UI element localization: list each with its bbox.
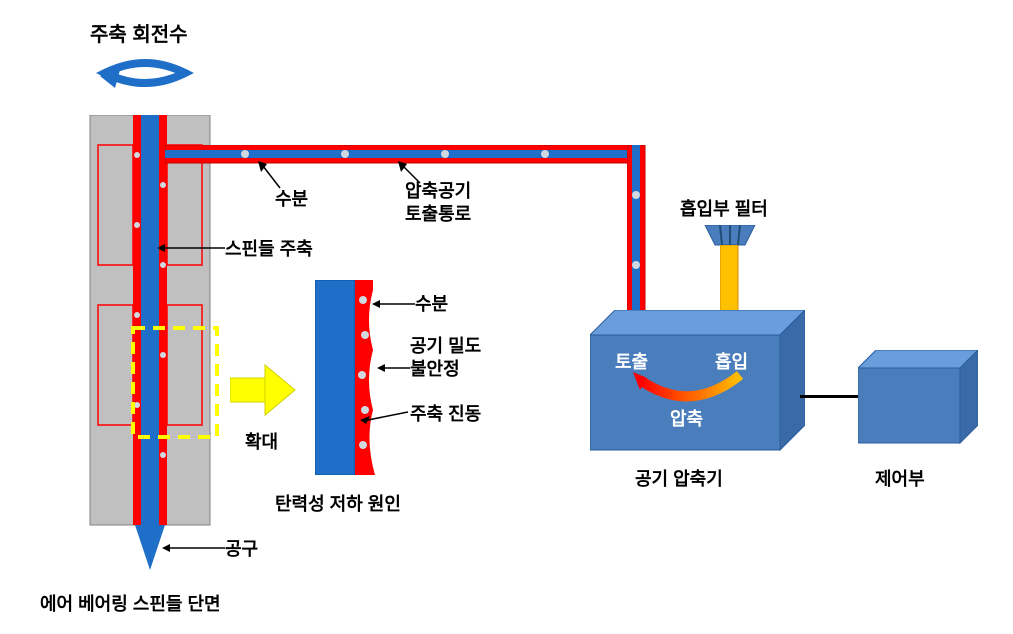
- compressor-label: 공기 압축기: [635, 465, 723, 491]
- zoom-label: 확대: [245, 428, 278, 454]
- shaft-vibration-arrow: [358, 400, 408, 425]
- zoom-box: [130, 325, 220, 440]
- tool-label: 공구: [225, 535, 258, 561]
- moisture1-arrow: [255, 158, 285, 193]
- compress-arrow-icon: [625, 370, 755, 410]
- shaft-vibration-label: 주축 진동: [410, 400, 481, 426]
- controller-box: [858, 350, 978, 450]
- elasticity-cause-label: 탄력성 저하 원인: [275, 490, 401, 516]
- moisture2-label: 수분: [415, 290, 448, 316]
- spindle-shaft-label: 스핀들 주축: [225, 235, 313, 261]
- air-discharge-arrow: [395, 158, 425, 188]
- air-density-arrow: [375, 360, 410, 375]
- controller-label: 제어부: [875, 465, 925, 491]
- tool-arrow: [160, 540, 225, 555]
- connector-line: [800, 395, 860, 398]
- air-density-label: 공기 밀도불안정: [410, 335, 481, 382]
- rotation-speed-label: 주축 회전수: [90, 18, 188, 47]
- spindle-shaft-arrow: [155, 240, 225, 255]
- moisture2-arrow: [370, 296, 415, 311]
- rotation-arrow-icon: [90, 48, 200, 103]
- pipe-vertical: [627, 145, 647, 335]
- intake-filter-label: 흡입부 필터: [680, 195, 768, 221]
- spindle-section-label: 에어 베어링 스핀들 단면: [40, 590, 221, 616]
- zoom-arrow-icon: [230, 360, 300, 420]
